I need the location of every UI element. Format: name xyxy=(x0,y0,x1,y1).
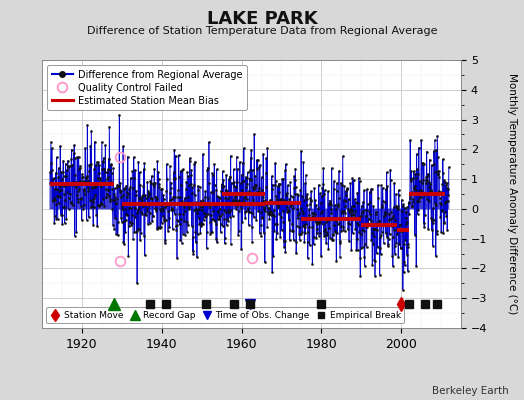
Text: Berkeley Earth: Berkeley Earth xyxy=(432,386,508,396)
Y-axis label: Monthly Temperature Anomaly Difference (°C): Monthly Temperature Anomaly Difference (… xyxy=(507,73,517,315)
Text: LAKE PARK: LAKE PARK xyxy=(206,10,318,28)
Text: Difference of Station Temperature Data from Regional Average: Difference of Station Temperature Data f… xyxy=(87,26,437,36)
Legend: Station Move, Record Gap, Time of Obs. Change, Empirical Break: Station Move, Record Gap, Time of Obs. C… xyxy=(47,307,405,324)
